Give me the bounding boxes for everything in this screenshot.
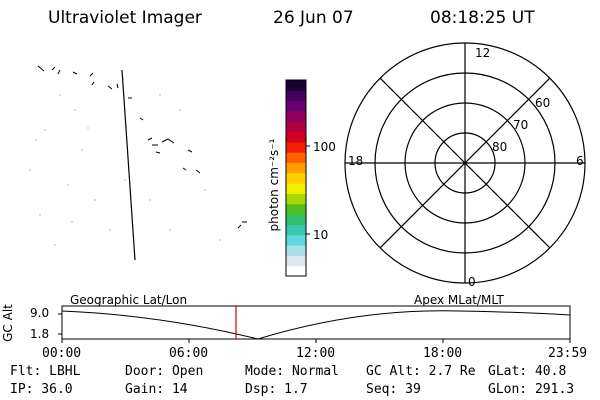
status-seq: Seq: 39 (366, 382, 421, 397)
status-gain: Gain: 14 (125, 382, 188, 397)
mlat-label-70: 70 (513, 118, 529, 132)
colorbar-segment (286, 90, 306, 102)
polar-plot (344, 42, 586, 284)
status-ip: IP: 36.0 (10, 382, 73, 397)
date-label: 26 Jun 07 (273, 8, 354, 28)
mlt-label-12: 12 (475, 46, 491, 60)
mlt-label-6: 6 (576, 154, 584, 168)
apex-label: Apex MLat/MLT (414, 293, 504, 307)
colorbar-segment (286, 203, 306, 215)
terminator-line (121, 69, 136, 261)
mlt-label-0: 0 (468, 275, 476, 289)
colorbar-segment (286, 141, 306, 153)
geographic-image-panel (29, 65, 247, 261)
mlat-label-80: 80 (492, 140, 508, 154)
colorbar-segment (286, 152, 306, 164)
status-glat: GLat: 40.8 (488, 364, 567, 379)
status-glon: GLon: 291.3 (488, 382, 575, 397)
status-mode: Mode: Normal (245, 364, 339, 379)
status-dsp: Dsp: 1.7 (245, 382, 308, 397)
colorbar-segment (286, 245, 306, 256)
colorbar-segment (286, 265, 306, 277)
colorbar-tick-label-10: 10 (313, 228, 329, 242)
geographic-label: Geographic Lat/Lon (70, 293, 188, 307)
colorbar-segment (286, 234, 306, 246)
colorbar-segment (286, 100, 306, 112)
colorbar-segment (286, 214, 306, 225)
orbit-plot (58, 305, 571, 343)
status-door: Door: Open (125, 364, 204, 379)
x-tick-1800: 18:00 (423, 346, 463, 361)
colorbar-frame (285, 79, 307, 277)
mlt-label-18: 18 (348, 154, 364, 168)
status-flt: Flt: LBHL (10, 364, 81, 379)
colorbar-segment (286, 224, 306, 236)
x-tick-1200: 12:00 (296, 346, 336, 361)
colorbar (286, 80, 306, 277)
x-tick-2359: 23:59 (548, 346, 588, 361)
altitude-curve (61, 310, 571, 340)
colorbar-segment (286, 110, 306, 122)
gc-alt-axis-label: GC Alt (0, 304, 15, 342)
time-label: 08:18:25 UT (430, 8, 535, 28)
y-tick-1-8: 1.8 (30, 327, 50, 341)
colorbar-segment (286, 183, 306, 194)
colorbar-segment (286, 172, 306, 184)
meridian-diag-2 (379, 77, 551, 249)
colorbar-segment (286, 131, 306, 143)
colorbar-segment (286, 255, 306, 267)
orbit-frame (61, 305, 571, 340)
x-tick-0000: 00:00 (42, 346, 82, 361)
colorbar-tick-label-100: 100 (313, 140, 336, 154)
colorbar-segment (286, 162, 306, 174)
colorbar-segment (286, 121, 306, 133)
status-gc-alt: GC Alt: 2.7 Re (366, 364, 476, 379)
instrument-title: Ultraviolet Imager (48, 8, 202, 28)
y-tick-9: 9.0 (30, 306, 50, 320)
mlat-label-60: 60 (535, 96, 551, 110)
colorbar-segment (286, 80, 306, 91)
colorbar-segment (286, 193, 306, 205)
colorbar-unit-label: photon cm⁻²s⁻¹ (267, 138, 281, 232)
x-tick-0600: 06:00 (169, 346, 209, 361)
